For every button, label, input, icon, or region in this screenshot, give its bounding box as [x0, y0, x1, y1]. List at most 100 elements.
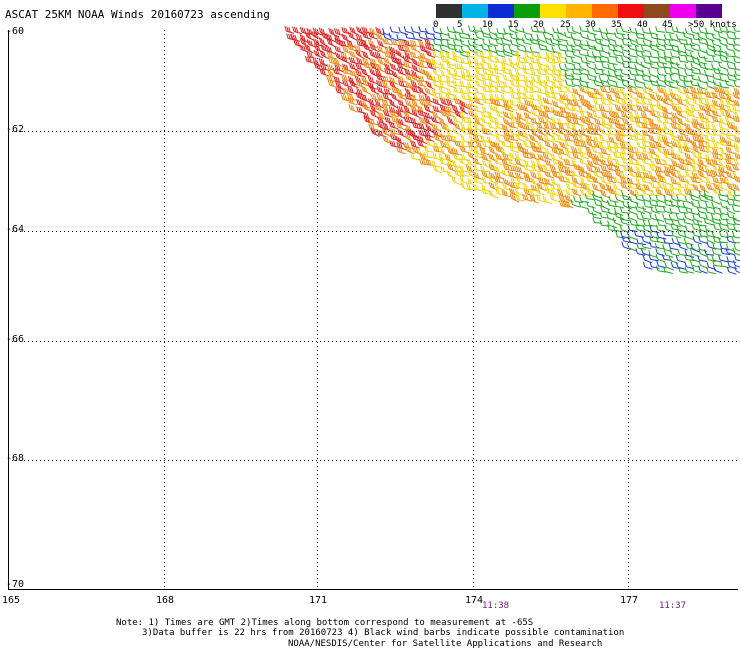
wind-barb — [656, 260, 667, 269]
wind-barb — [592, 193, 602, 203]
wind-barb — [671, 230, 682, 239]
wind-barb — [678, 175, 689, 183]
wind-barb — [612, 44, 623, 54]
wind-barb — [398, 80, 409, 88]
wind-barb — [676, 109, 686, 119]
wind-barb — [542, 97, 553, 105]
wind-barb — [620, 171, 631, 179]
wind-barb — [704, 33, 715, 42]
wind-barb — [500, 148, 511, 157]
lon-label: 171 — [309, 595, 328, 606]
wind-barb — [488, 153, 498, 163]
wind-barb — [578, 62, 589, 72]
wind-barb — [705, 49, 716, 57]
wind-barb — [614, 201, 625, 209]
wind-barb — [663, 34, 674, 41]
wind-barb — [598, 141, 609, 150]
wind-barb — [669, 58, 680, 66]
wind-barb — [535, 187, 546, 196]
wind-barb — [726, 32, 737, 40]
wind-barb — [718, 159, 728, 169]
wind-barb — [564, 57, 575, 66]
wind-barb — [432, 33, 443, 41]
wind-barb — [509, 32, 520, 41]
wind-barb — [382, 122, 392, 133]
wind-barb — [664, 218, 675, 226]
wind-barb — [725, 87, 735, 97]
wind-barb — [409, 51, 420, 59]
wind-barb — [405, 81, 415, 90]
wind-barb — [726, 74, 737, 82]
wind-barb — [656, 79, 667, 88]
wind-barb — [502, 45, 513, 55]
wind-barb — [664, 75, 674, 84]
wind-barb — [480, 116, 491, 125]
wind-barb — [662, 229, 673, 237]
wind-barb — [522, 27, 533, 36]
wind-barb — [733, 56, 740, 64]
wind-barb — [349, 79, 359, 89]
wind-barb — [369, 43, 380, 53]
wind-barb — [614, 104, 625, 113]
wind-barb — [705, 201, 716, 210]
wind-barb — [514, 25, 525, 33]
wind-barb — [640, 61, 651, 70]
wind-barb — [418, 94, 429, 102]
wind-barb — [502, 178, 513, 187]
wind-barb — [544, 140, 554, 149]
wind-barb — [692, 151, 702, 160]
wind-barb — [459, 170, 470, 177]
wind-barb — [383, 56, 393, 66]
wind-barb — [403, 106, 414, 115]
wind-barb — [529, 37, 540, 45]
wind-barb — [430, 115, 441, 124]
wind-barb — [425, 73, 436, 81]
wind-barb — [684, 196, 695, 205]
wind-barb — [619, 123, 630, 131]
wind-barb — [494, 56, 505, 64]
wind-barb — [361, 26, 372, 34]
wind-barbs — [284, 25, 740, 275]
wind-barb — [733, 175, 740, 183]
wind-barb — [713, 223, 724, 232]
wind-barb — [556, 117, 567, 125]
wind-barb — [501, 189, 512, 198]
wind-barb — [643, 183, 654, 192]
wind-barb — [522, 104, 532, 114]
wind-barb — [374, 51, 385, 60]
wind-barb — [711, 231, 722, 240]
wind-barb — [621, 39, 632, 47]
wind-barb — [446, 38, 457, 47]
wind-barb — [712, 207, 723, 216]
wind-barb — [642, 152, 652, 161]
wind-barb — [734, 136, 740, 143]
wind-barb — [431, 160, 442, 168]
wind-barb — [509, 193, 520, 203]
wind-barb — [445, 140, 455, 149]
wind-barb — [696, 57, 707, 65]
wind-barb — [396, 67, 407, 76]
wind-barb — [514, 153, 525, 162]
wind-barb — [706, 266, 717, 275]
wind-barb — [593, 98, 604, 106]
wind-barb — [711, 115, 722, 123]
wind-barb — [586, 51, 597, 59]
wind-barb — [402, 55, 413, 64]
wind-barb — [619, 217, 630, 226]
wind-barb — [669, 33, 679, 42]
wind-barb — [621, 241, 631, 251]
wind-barb — [698, 175, 709, 184]
wind-barb — [669, 98, 680, 106]
wind-barb — [545, 38, 555, 47]
legend-label: 0 — [433, 20, 439, 30]
wind-barb — [382, 38, 393, 46]
wind-barb — [678, 242, 688, 251]
wind-barb — [607, 51, 618, 58]
wind-barb — [599, 182, 609, 192]
wind-barb — [412, 33, 423, 41]
wind-barb — [530, 33, 541, 43]
wind-barb — [719, 25, 730, 34]
wind-barb — [678, 157, 689, 166]
wind-barb — [732, 231, 740, 239]
wind-barb — [544, 170, 555, 179]
